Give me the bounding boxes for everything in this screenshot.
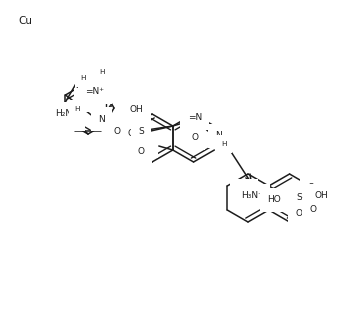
Text: =N: =N	[188, 114, 202, 123]
Text: S: S	[138, 126, 144, 135]
Text: OH: OH	[127, 129, 141, 139]
Text: Cu: Cu	[18, 16, 32, 26]
Text: N: N	[98, 115, 105, 124]
Text: =N⁺: =N⁺	[86, 87, 105, 96]
Text: S: S	[294, 197, 300, 207]
Text: H: H	[99, 69, 105, 75]
Text: O: O	[295, 209, 302, 218]
Text: OH: OH	[137, 142, 151, 150]
Text: Cl: Cl	[82, 95, 91, 105]
Text: O: O	[311, 202, 318, 211]
Text: O: O	[137, 147, 144, 155]
Text: H: H	[75, 106, 80, 112]
Text: N: N	[90, 85, 97, 95]
Text: =O: =O	[132, 144, 147, 153]
Text: OH: OH	[130, 105, 144, 114]
Text: H: H	[81, 75, 86, 81]
Text: N: N	[72, 115, 78, 124]
Text: H₂N⁺: H₂N⁺	[55, 110, 77, 119]
Text: O=S: O=S	[122, 114, 143, 123]
Text: HO: HO	[267, 196, 281, 204]
Text: O: O	[307, 183, 314, 193]
Text: H: H	[221, 141, 226, 147]
Text: S: S	[296, 193, 302, 202]
Text: H₃N⁺: H₃N⁺	[241, 192, 263, 201]
Text: O: O	[114, 126, 121, 135]
Text: N: N	[215, 131, 222, 140]
Text: OH: OH	[315, 192, 329, 201]
Text: O: O	[309, 206, 316, 215]
Text: O: O	[191, 134, 198, 143]
Text: HO: HO	[237, 187, 251, 196]
